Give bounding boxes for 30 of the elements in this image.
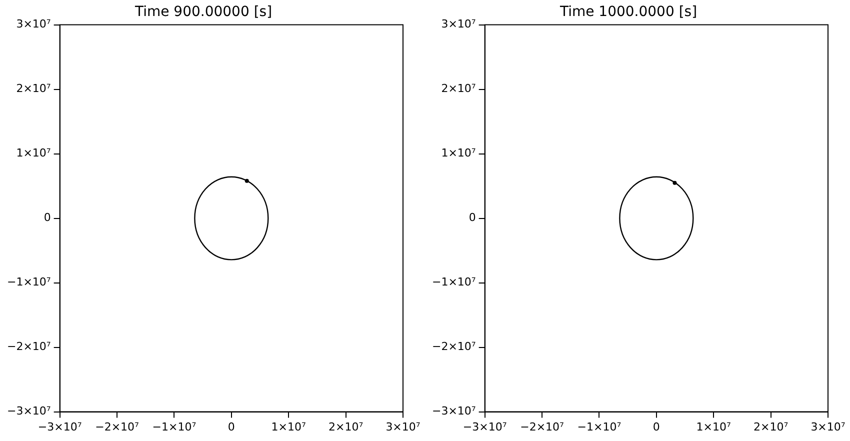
y-tick-label: −1×10⁷ [6,276,51,289]
x-tick-label: 2×10⁷ [753,420,788,434]
y-tick-label: −2×10⁷ [6,340,51,354]
y-tick-label: 3×10⁷ [441,18,476,31]
x-tick-label: 0 [228,420,235,434]
x-tick-label: −3×10⁷ [38,420,82,434]
x-tick-label: −1×10⁷ [577,420,622,434]
y-tick-label: 0 [44,211,51,224]
y-tick-label: 2×10⁷ [441,82,476,96]
y-tick-label: −2×10⁷ [432,340,476,354]
chart-title: Time 1000.0000 [s] [558,4,698,20]
y-tick-label: −3×10⁷ [432,404,476,418]
x-tick-label: −2×10⁷ [95,420,139,434]
x-tick-label: 3×10⁷ [386,420,420,434]
y-tick-label: 2×10⁷ [16,82,51,96]
x-tick-label: −1×10⁷ [152,420,196,434]
x-tick-label: 0 [652,420,660,434]
x-tick-label: 3×10⁷ [810,420,846,434]
y-tick-label: −3×10⁷ [6,404,51,418]
x-tick-label: 1×10⁷ [696,420,731,434]
y-tick-label: 0 [468,211,476,224]
x-tick-label: 1×10⁷ [271,420,306,434]
x-tick-label: −3×10⁷ [462,420,507,434]
y-tick-label: −1×10⁷ [432,276,476,289]
y-tick-label: 1×10⁷ [16,146,51,160]
x-tick-label: 2×10⁷ [328,420,364,434]
chart-title: Time 900.00000 [s] [134,4,272,20]
x-tick-label: −2×10⁷ [520,420,564,434]
y-tick-label: 3×10⁷ [16,18,51,31]
y-tick-label: 1×10⁷ [441,146,476,160]
